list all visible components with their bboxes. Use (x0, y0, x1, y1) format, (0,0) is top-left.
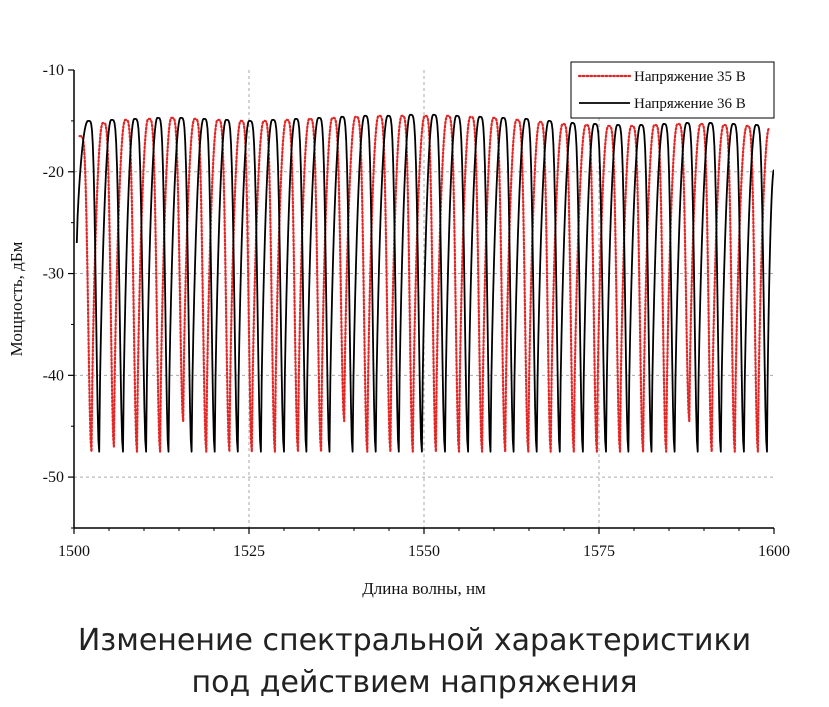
y-tick-label: -20 (43, 164, 64, 181)
x-axis-label: Длина волны, нм (362, 579, 486, 598)
y-axis-label: Мощность, дБм (7, 241, 26, 356)
y-tick-label: -10 (43, 62, 64, 79)
y-tick-label: -50 (43, 469, 64, 486)
series-layer (75, 113, 774, 453)
legend: Напряжение 35 В Напряжение 36 В (570, 61, 775, 119)
legend-label-35v: Напряжение 35 В (634, 69, 746, 85)
tick-labels: 1500 1525 1550 1575 1600 -10 -20 -30 -40 -50 (43, 62, 790, 560)
axes (68, 69, 775, 534)
caption-line-1: Изменение спектральной характеристики (77, 623, 752, 658)
spectral-chart: 1500 1525 1550 1575 1600 -10 -20 -30 -40 -50 Длин… (7, 61, 790, 598)
y-tick-label: -40 (43, 367, 64, 384)
series-line-1 (75, 113, 774, 453)
caption-line-2: под действием напряжения (191, 665, 638, 700)
legend-box (570, 61, 775, 119)
x-tick-label: 1550 (408, 543, 440, 560)
x-tick-label: 1575 (583, 543, 615, 560)
legend-label-36v: Напряжение 36 В (634, 96, 746, 112)
x-tick-label: 1525 (233, 543, 265, 560)
x-tick-label: 1600 (758, 543, 790, 560)
y-tick-label: -30 (43, 266, 64, 283)
series-line-0 (78, 114, 771, 453)
x-tick-label: 1500 (58, 543, 90, 560)
